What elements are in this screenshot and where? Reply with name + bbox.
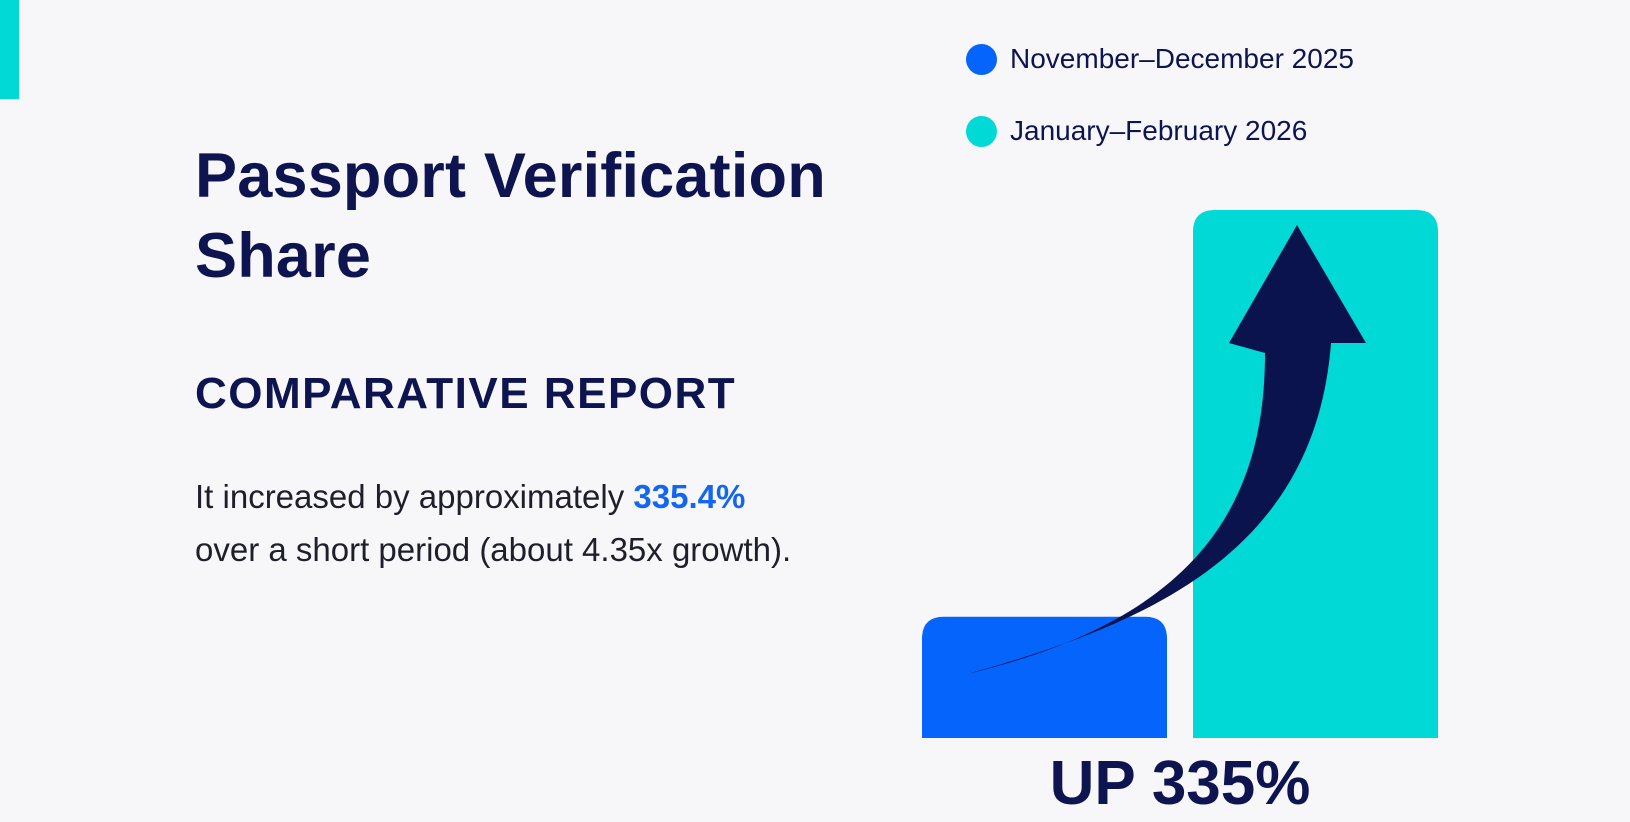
page-title: Passport Verification Share — [195, 141, 826, 291]
summary-prefix: It increased by approximately — [195, 478, 625, 515]
accent-bar — [0, 0, 19, 99]
legend-item-nov-dec-2025: November–December 2025 — [966, 36, 1354, 82]
legend-label-nov-dec-2025: November–December 2025 — [1010, 43, 1354, 74]
chart-legend: November–December 2025 January–February … — [966, 36, 1354, 180]
legend-item-jan-feb-2026: January–February 2026 — [966, 108, 1354, 154]
growth-callout: UP 335% — [1050, 749, 1311, 818]
page-subtitle: COMPARATIVE REPORT — [195, 369, 737, 418]
upward-trend-arrow-icon — [968, 225, 1366, 674]
legend-swatch-nov-dec-2025 — [966, 43, 997, 75]
summary-suffix: over a short period (about 4.35x growth)… — [195, 531, 792, 568]
legend-label-jan-feb-2026: January–February 2026 — [1010, 115, 1308, 146]
bar-1 — [922, 616, 1167, 738]
summary-text: It increased by approximately 335.4% ove… — [195, 470, 815, 576]
legend-swatch-jan-feb-2026 — [966, 115, 997, 147]
growth-percentage: 335.4% — [633, 478, 746, 515]
